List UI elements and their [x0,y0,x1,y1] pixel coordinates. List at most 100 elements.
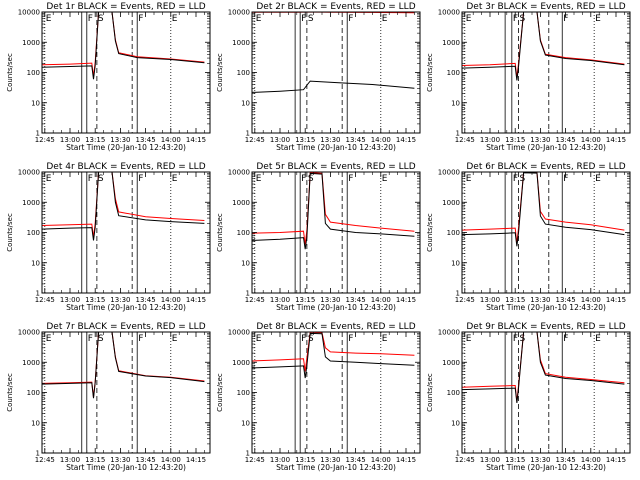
marker-label: S [98,14,104,24]
plot-frame [251,331,421,454]
chart-title: Det 2r BLACK = Events, RED = LLD [256,2,415,12]
series-events-line [251,332,415,379]
x-tick-label: 13:30 [320,456,340,464]
x-axis-label: Start Time (20-Jan-10 12:43:20) [276,463,396,472]
x-axis-label: Start Time (20-Jan-10 12:43:20) [66,143,186,152]
marker-label: F [563,14,568,24]
chart-title: Det 3r BLACK = Events, RED = LLD [466,2,625,12]
x-axis-label: Start Time (20-Jan-10 12:43:20) [66,303,186,312]
x-tick-label: 13:45 [346,456,366,464]
y-tick-label: 10000 [228,169,250,177]
y-axis-label: Counts/sec [216,213,224,252]
marker-label: E [172,14,178,24]
marker-label: F [513,334,518,344]
series-lld-line [41,331,205,398]
x-tick-label: 14:15 [396,456,416,464]
y-tick-label: 1000 [232,199,250,207]
chart-title: Det 8r BLACK = Events, RED = LLD [256,322,415,332]
y-tick-label: 1000 [22,359,40,367]
marker-label: S [98,334,104,344]
x-tick-label: 13:15 [295,456,315,464]
series-events-line [251,80,415,93]
y-tick-label: 10000 [18,329,40,337]
series-lld-line [251,331,415,372]
marker-label: E [595,14,601,24]
x-tick-label: 14:15 [606,136,626,144]
x-tick-label: 14:00 [371,136,391,144]
x-tick-label: 13:45 [556,136,576,144]
y-tick-label: 1 [36,450,40,458]
chart-title: Det 7r BLACK = Events, RED = LLD [46,322,205,332]
y-tick-label: 10 [31,259,40,267]
series-events-line [41,11,205,80]
x-tick-label: 13:00 [270,136,290,144]
marker-label: F [348,14,353,24]
x-tick-label: 14:00 [161,136,181,144]
plot-frame [461,11,631,134]
x-tick-label: 12:45 [455,296,475,304]
x-tick-label: 13:15 [505,456,525,464]
y-tick-label: 10 [241,99,250,107]
y-tick-label: 1 [246,450,250,458]
marker-label: E [466,14,472,24]
series-events-line [41,331,205,399]
y-tick-label: 1000 [232,39,250,47]
y-tick-label: 10 [451,259,460,267]
marker-label: F [513,174,518,184]
x-tick-label: 13:00 [270,296,290,304]
x-tick-label: 13:15 [295,136,315,144]
marker-label: E [256,14,262,24]
marker-label: F [88,174,93,184]
y-tick-label: 1 [456,130,460,138]
marker-label: E [466,334,472,344]
x-axis-label: Start Time (20-Jan-10 12:43:20) [276,303,396,312]
y-tick-label: 10 [31,99,40,107]
x-tick-label: 13:15 [85,136,105,144]
x-axis-label: Start Time (20-Jan-10 12:43:20) [486,303,606,312]
y-tick-label: 100 [27,229,40,237]
x-tick-label: 12:45 [245,296,265,304]
y-tick-label: 10000 [438,169,460,177]
x-tick-label: 14:00 [161,296,181,304]
x-tick-label: 14:15 [606,296,626,304]
x-tick-label: 13:15 [85,296,105,304]
y-tick-label: 1 [36,290,40,298]
x-tick-label: 14:15 [186,296,206,304]
x-tick-label: 13:00 [60,296,80,304]
marker-label: E [595,334,601,344]
x-tick-label: 14:00 [371,296,391,304]
y-axis-label: Counts/sec [6,373,14,412]
y-tick-label: 1 [456,290,460,298]
x-tick-label: 14:15 [186,136,206,144]
x-tick-label: 14:15 [606,456,626,464]
chart-title: Det 1r BLACK = Events, RED = LLD [46,2,205,12]
x-tick-label: 14:00 [161,456,181,464]
y-tick-label: 10000 [18,169,40,177]
marker-label: E [595,174,601,184]
marker-label: F [301,334,306,344]
x-tick-label: 12:45 [455,456,475,464]
marker-label: E [172,174,178,184]
marker-label: E [46,14,52,24]
y-tick-label: 1000 [442,199,460,207]
x-tick-label: 14:15 [396,136,416,144]
y-axis-label: Counts/sec [6,213,14,252]
marker-label: E [46,174,52,184]
y-tick-label: 100 [447,69,460,77]
x-tick-label: 13:45 [556,296,576,304]
marker-label: E [256,174,262,184]
y-tick-label: 100 [237,389,250,397]
chart-title: Det 9r BLACK = Events, RED = LLD [466,322,625,332]
x-tick-label: 13:30 [320,136,340,144]
x-tick-label: 13:00 [60,456,80,464]
marker-label: E [466,174,472,184]
y-tick-label: 1000 [22,199,40,207]
marker-label: S [98,174,104,184]
marker-label: S [308,14,314,24]
x-tick-label: 13:30 [530,136,550,144]
